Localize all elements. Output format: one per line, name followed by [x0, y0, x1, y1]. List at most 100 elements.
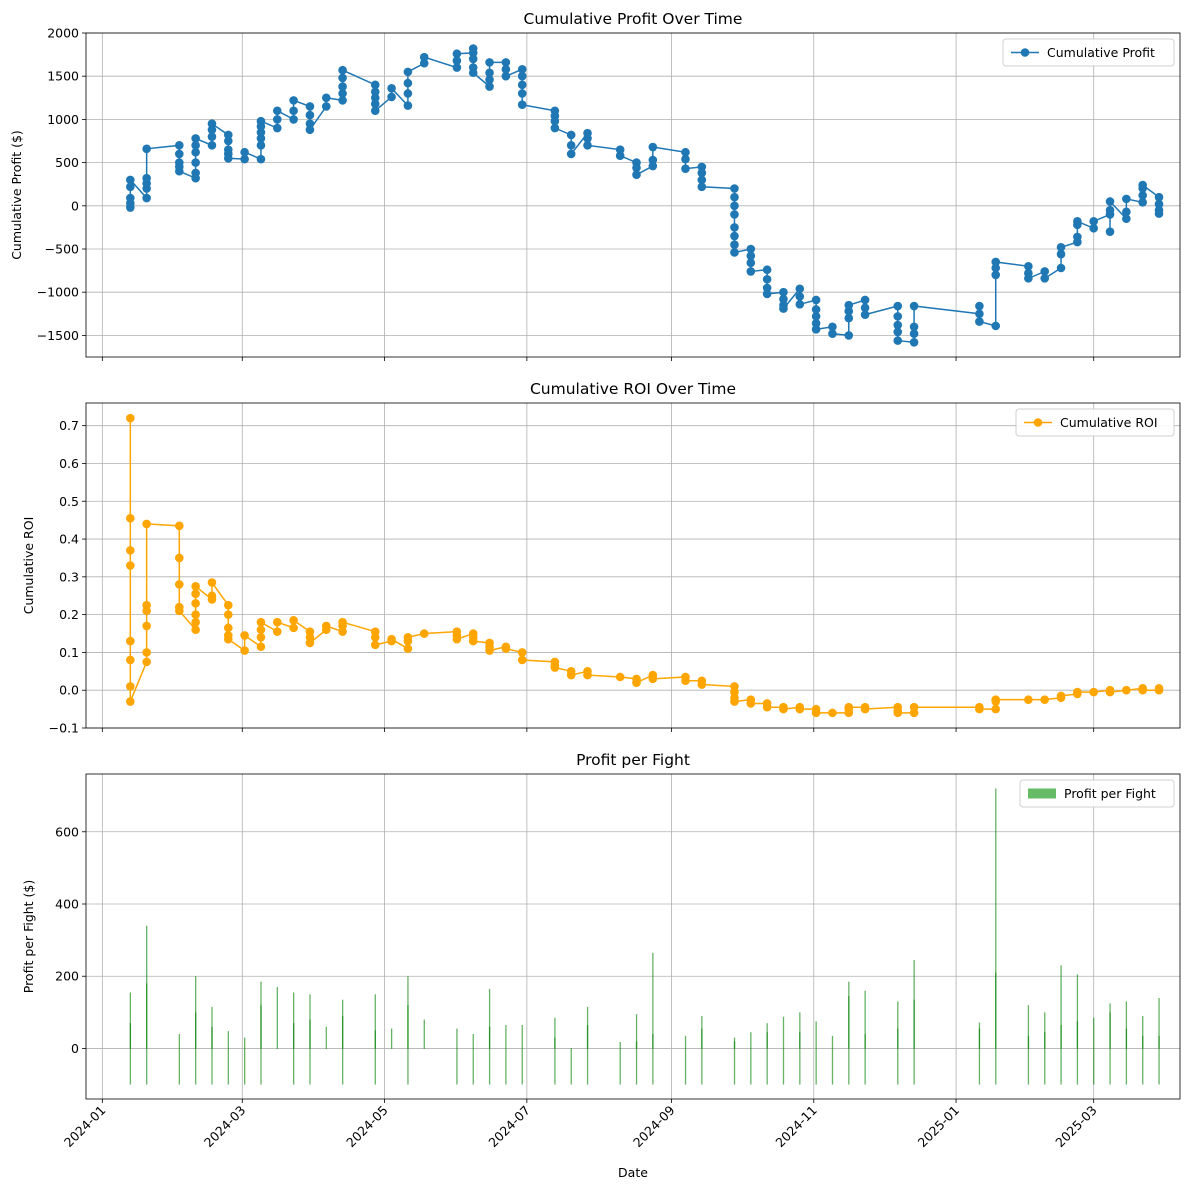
bar	[129, 1023, 132, 1049]
bar	[782, 1048, 785, 1085]
bar	[374, 1030, 376, 1049]
bar	[1060, 1024, 1062, 1049]
data-point	[468, 68, 478, 78]
data-point	[1105, 205, 1115, 215]
data-point	[1073, 217, 1082, 226]
data-point	[370, 633, 380, 642]
data-point	[142, 657, 151, 667]
bar	[1044, 1032, 1046, 1049]
bar	[325, 1026, 327, 1049]
data-point	[632, 163, 641, 173]
bar	[407, 1005, 409, 1049]
data-point	[893, 327, 903, 337]
data-point	[191, 134, 200, 143]
data-point	[1154, 192, 1164, 202]
data-point	[223, 634, 233, 644]
bar	[913, 999, 915, 1049]
data-point	[175, 141, 184, 150]
data-point	[485, 82, 494, 91]
data-point	[909, 322, 919, 332]
x-axis-label: Date	[618, 1165, 648, 1180]
data-point	[305, 119, 315, 129]
data-point	[256, 633, 266, 642]
plot-frame	[85, 773, 1181, 1100]
data-point	[468, 636, 478, 646]
data-point	[860, 295, 870, 305]
data-point	[1122, 685, 1131, 695]
data-point	[779, 304, 788, 313]
bar	[1142, 1015, 1144, 1049]
data-point	[272, 115, 282, 124]
data-point	[1122, 214, 1131, 224]
data-point	[175, 580, 184, 589]
chart-panel-3: 0 200 400 600 2024-01 2024-03 2024-05 2024-07 20…	[21, 751, 1181, 1180]
bar	[766, 1048, 768, 1085]
bar	[913, 1048, 915, 1085]
bar	[897, 1028, 899, 1049]
data-point	[223, 136, 233, 146]
bar	[309, 1019, 311, 1049]
data-point	[1122, 207, 1131, 217]
bar	[244, 1037, 246, 1049]
bar	[1044, 1012, 1046, 1049]
bar	[341, 1048, 344, 1085]
data-point	[860, 704, 870, 714]
data-point	[730, 231, 739, 241]
data-point	[207, 119, 217, 129]
data-point	[1089, 223, 1098, 233]
data-point	[795, 292, 805, 301]
bar	[390, 1028, 393, 1049]
data-point	[697, 168, 707, 178]
data-point	[1154, 209, 1164, 218]
data-point	[126, 513, 135, 523]
data-point	[256, 141, 266, 150]
bar	[570, 1048, 572, 1085]
data-point	[1056, 691, 1066, 701]
data-point	[272, 123, 282, 133]
bar	[799, 1012, 801, 1049]
data-point	[795, 299, 805, 309]
data-point	[566, 130, 576, 140]
legend-marker-swatch	[1020, 48, 1030, 57]
data-point	[305, 125, 315, 135]
bar	[374, 994, 376, 1049]
bar	[995, 788, 997, 1049]
bar	[456, 1028, 458, 1049]
data-point	[517, 71, 527, 81]
data-point	[256, 625, 266, 635]
data-point	[1024, 274, 1033, 283]
x-tick-label: 2024-03	[201, 1103, 249, 1151]
data-point	[1105, 227, 1115, 237]
data-point	[811, 305, 821, 314]
data-point	[175, 606, 184, 616]
bar	[733, 1041, 736, 1049]
data-point	[452, 49, 462, 59]
data-point	[730, 223, 739, 232]
series-line	[129, 418, 1160, 714]
data-point	[1138, 191, 1147, 200]
bar	[995, 972, 997, 1049]
data-point	[1024, 261, 1033, 271]
data-point	[207, 141, 217, 150]
data-point	[223, 153, 233, 163]
data-point	[991, 704, 1001, 714]
data-point	[779, 294, 788, 304]
data-point	[142, 600, 151, 610]
bar	[750, 1048, 752, 1085]
data-point	[191, 147, 200, 157]
data-point	[223, 600, 233, 610]
bar	[1076, 1048, 1079, 1085]
y-tick-label: 500	[55, 155, 79, 170]
bar	[293, 1048, 295, 1085]
data-point	[566, 149, 576, 159]
data-point	[191, 141, 200, 150]
data-point	[191, 610, 200, 619]
data-point	[583, 670, 592, 680]
bar	[815, 1021, 817, 1049]
data-point	[501, 64, 511, 74]
data-point	[321, 102, 331, 111]
y-tick-label: 0	[71, 1041, 79, 1056]
data-point	[338, 617, 347, 627]
data-point	[305, 110, 315, 120]
data-point	[730, 697, 739, 706]
